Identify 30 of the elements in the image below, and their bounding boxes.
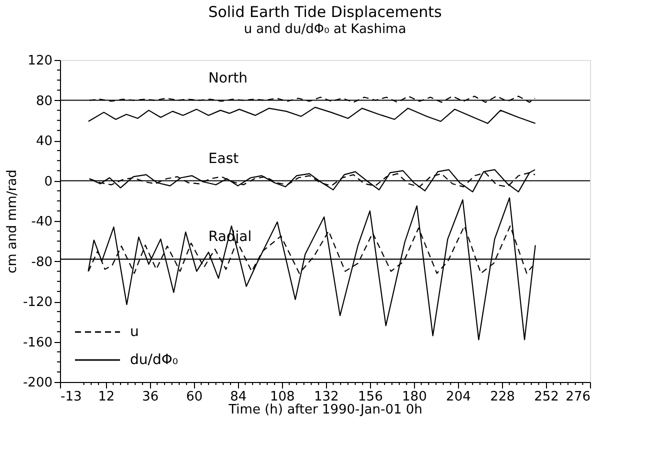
y-tick-label: -160 [22,335,52,350]
x-tick-label: 132 [314,390,339,404]
y-tick-label: -120 [22,295,52,310]
annotation: North [208,70,248,86]
y-tick-label: -200 [22,376,52,390]
y-tick-label: -40 [31,214,52,230]
y-tick-label: -80 [31,254,52,270]
x-tick-label: 36 [142,390,159,404]
x-tick-label: 276 [566,390,590,404]
annotation: East [208,150,240,167]
chart-subtitle: u and du/dΦ₀ at Kashima [244,22,406,37]
y-tick-label: 120 [28,54,52,68]
x-tick-label: -13 [60,390,82,404]
legend-label: du/dΦ₀ [130,352,178,368]
x-tick-label: 60 [186,390,203,404]
y-tick-label: 80 [36,94,52,109]
chart-title: Solid Earth Tide Displacements [208,3,442,21]
x-tick-label: 252 [534,390,559,404]
x-tick-label: 204 [446,390,471,404]
x-tick-label: 228 [490,390,515,404]
x-tick-label: 108 [270,390,295,404]
y-tick-label: 40 [36,134,52,149]
legend-label: u [130,324,139,340]
y-axis-title: cm and mm/rad [4,170,20,274]
x-tick-label: 84 [230,390,247,404]
x-tick-label: 180 [402,390,427,404]
y-tick-label: 0 [44,174,52,190]
x-tick-label: 156 [358,390,383,404]
x-tick-label: 12 [98,390,115,404]
x-axis-title: Time (h) after 1990-Jan-01 0h [228,402,422,418]
